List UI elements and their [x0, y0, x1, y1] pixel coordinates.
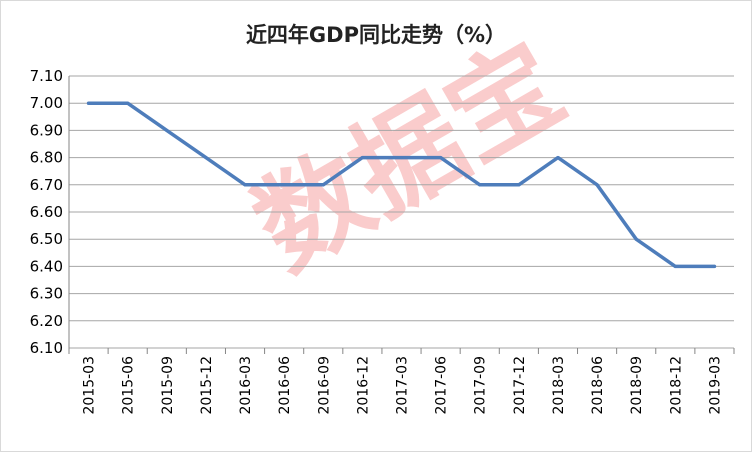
x-tick-label: 2017-03	[395, 356, 411, 415]
x-tick-label: 2018-09	[629, 356, 645, 415]
y-tick-label: 6.80	[30, 149, 63, 167]
x-tick-label: 2017-12	[512, 356, 528, 415]
y-tick-label: 6.30	[30, 285, 63, 303]
data-point	[478, 183, 482, 187]
x-tick-label: 2017-09	[473, 356, 489, 415]
data-point	[673, 264, 677, 268]
y-tick-label: 6.90	[30, 121, 63, 139]
x-tick-label: 2016-03	[238, 356, 254, 415]
data-point	[204, 156, 208, 160]
y-tick-label: 6.40	[30, 257, 63, 275]
data-point	[439, 156, 443, 160]
x-tick-label: 2018-12	[668, 356, 684, 415]
data-point	[634, 237, 638, 241]
data-point	[712, 264, 716, 268]
y-tick-label: 6.60	[30, 203, 63, 221]
y-tick-label: 6.70	[30, 176, 63, 194]
y-tick-label: 6.20	[30, 312, 63, 330]
data-point	[282, 183, 286, 187]
x-tick-label: 2015-06	[121, 356, 137, 415]
x-tick-label: 2018-03	[551, 356, 567, 415]
x-tick-label: 2015-03	[82, 356, 98, 415]
x-tick-label: 2016-06	[277, 356, 293, 415]
data-point	[165, 128, 169, 132]
x-tick-label: 2016-12	[355, 356, 371, 415]
data-point	[595, 183, 599, 187]
data-point	[126, 101, 130, 105]
y-tick-label: 6.10	[30, 339, 63, 357]
x-tick-label: 2015-12	[199, 356, 215, 415]
data-point	[87, 101, 91, 105]
x-tick-label: 2018-06	[590, 356, 606, 415]
x-tick-label: 2017-06	[434, 356, 450, 415]
x-tick-label: 2019-03	[707, 356, 723, 415]
data-point	[321, 183, 325, 187]
data-point	[517, 183, 521, 187]
y-tick-label: 6.50	[30, 230, 63, 248]
y-tick-label: 7.00	[30, 94, 63, 112]
data-point	[400, 156, 403, 160]
data-point	[243, 183, 247, 187]
data-point	[360, 156, 364, 160]
data-point	[556, 156, 560, 160]
x-tick-label: 2015-09	[160, 356, 176, 415]
y-tick-label: 7.10	[30, 67, 63, 85]
chart-title: 近四年GDP同比走势（%）	[245, 23, 507, 47]
x-tick-label: 2016-09	[316, 356, 332, 415]
